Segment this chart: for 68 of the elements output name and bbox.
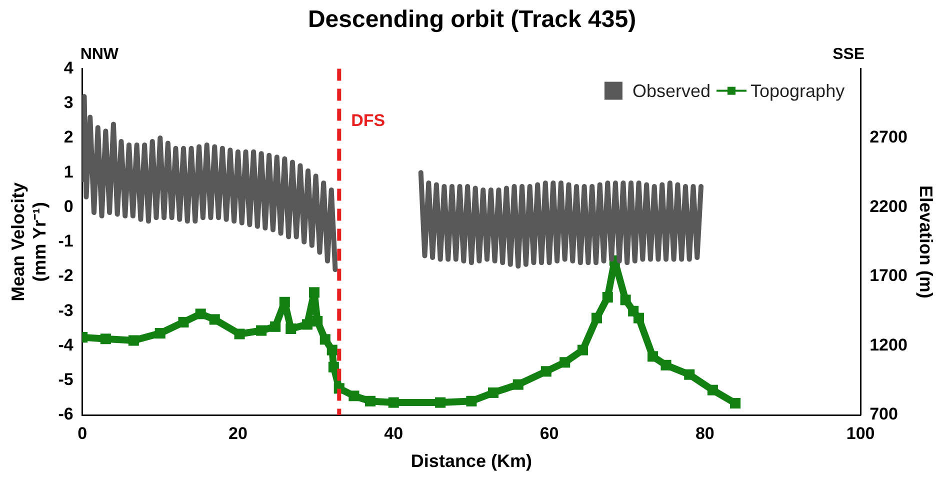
point — [209, 314, 220, 325]
x-tick-label: 100 — [846, 424, 875, 443]
x-axis-title: Distance (Km) — [410, 451, 532, 472]
point — [270, 321, 281, 332]
y-axis-title: Mean Velocity (mm Yr⁻¹) — [8, 182, 50, 302]
y-tick-label: 3 — [64, 93, 74, 112]
point — [684, 369, 695, 380]
x-tick-label: 0 — [78, 424, 88, 443]
point — [435, 397, 446, 408]
point — [388, 397, 399, 408]
point — [328, 362, 339, 372]
point — [308, 287, 320, 298]
x-tick-label: 40 — [384, 424, 404, 443]
point — [512, 379, 524, 390]
point — [602, 292, 613, 303]
x-tick-label: 80 — [695, 424, 714, 443]
y2-axis-title: Elevation (m) — [916, 185, 936, 298]
point — [320, 334, 330, 345]
point — [178, 316, 189, 328]
y-tick-label: 0 — [64, 196, 74, 216]
y2-tick-label: 700 — [870, 404, 898, 424]
point — [488, 387, 499, 398]
y-tick-label: -1 — [58, 232, 74, 251]
y-tick-label: -2 — [58, 266, 74, 286]
x-tick-label: 20 — [228, 424, 248, 443]
point — [540, 366, 552, 377]
chart-title: Descending orbit (Track 435) — [308, 6, 636, 34]
point — [577, 344, 588, 356]
point — [128, 335, 139, 346]
point — [591, 312, 602, 324]
point — [154, 328, 166, 339]
point — [466, 396, 477, 406]
point — [100, 334, 111, 344]
y-tick-label: -5 — [58, 370, 74, 390]
legend-label: Topography — [750, 80, 845, 101]
y-tick-label: 4 — [64, 58, 74, 78]
y-tick-label: -4 — [58, 335, 74, 354]
text: NNW — [80, 46, 120, 64]
point — [279, 296, 290, 308]
point — [195, 308, 206, 320]
point — [326, 344, 338, 356]
y-tick-label: -6 — [58, 404, 74, 424]
y-tick-label: -3 — [58, 300, 74, 320]
x-tick-label: 60 — [540, 424, 559, 443]
point — [620, 294, 631, 306]
y2-tick-label: 1200 — [870, 335, 908, 354]
y2-tick-label: 1700 — [870, 266, 908, 286]
point — [365, 396, 376, 406]
y-tick-label: 1 — [64, 162, 74, 182]
point — [730, 398, 741, 408]
legend-label: Observed — [632, 80, 711, 101]
y2-tick-label: 2200 — [870, 196, 908, 216]
point — [560, 357, 570, 368]
point — [234, 328, 245, 340]
y2-tick-label: 2700 — [870, 128, 908, 147]
point — [348, 390, 360, 402]
point — [256, 325, 267, 336]
point — [648, 351, 658, 362]
ref-line-label: DFS — [351, 110, 386, 130]
point — [312, 316, 323, 327]
point — [286, 323, 296, 334]
point — [634, 312, 644, 324]
text: SSE — [832, 46, 865, 64]
point — [660, 360, 672, 370]
point — [302, 319, 313, 330]
y-tick-label: 2 — [64, 128, 74, 147]
point — [707, 384, 718, 396]
point — [628, 306, 639, 316]
